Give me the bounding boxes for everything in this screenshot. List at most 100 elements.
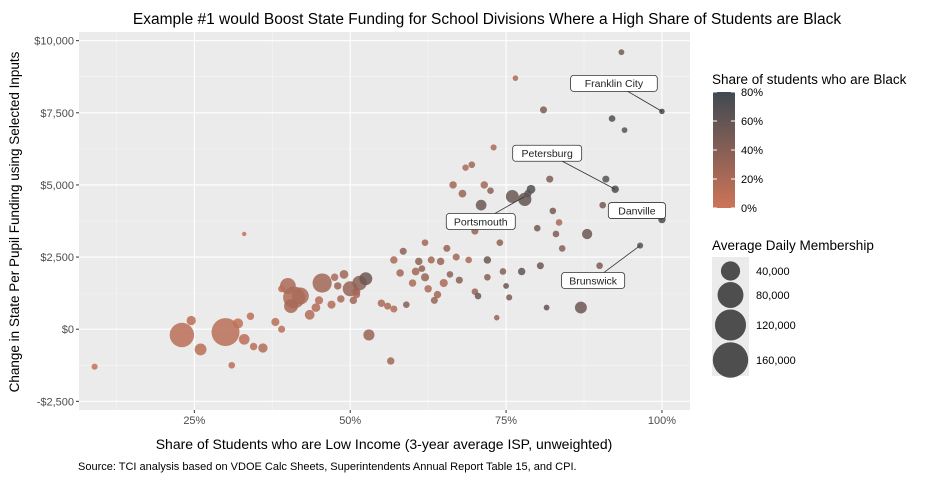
data-point xyxy=(455,276,463,284)
x-axis-ticks: 25% 50% 75% 100% xyxy=(183,410,676,427)
data-point xyxy=(420,273,430,282)
size-legend-label: 160,000 xyxy=(756,355,796,367)
data-point xyxy=(506,294,513,301)
color-legend-ticks: 0% 20% 40% 60% 80% xyxy=(713,87,763,215)
data-point xyxy=(242,231,247,237)
size-legend-label: 120,000 xyxy=(756,320,796,332)
point-label: Petersburg xyxy=(521,148,573,160)
chart-title: Example #1 would Boost State Funding for… xyxy=(133,11,841,28)
data-point xyxy=(512,75,519,81)
data-point xyxy=(334,282,342,290)
data-point xyxy=(415,257,423,266)
data-point xyxy=(271,317,280,327)
data-point xyxy=(484,273,491,281)
data-point xyxy=(596,262,603,270)
data-point xyxy=(505,190,519,203)
data-point xyxy=(599,201,607,209)
data-point xyxy=(503,283,509,289)
size-legend-label: 80,000 xyxy=(756,290,790,302)
data-point xyxy=(499,268,507,275)
data-point xyxy=(278,325,286,333)
size-legend-circle xyxy=(712,342,749,378)
data-point xyxy=(443,244,451,252)
data-point xyxy=(418,265,426,272)
data-point xyxy=(421,239,429,246)
color-legend-bar xyxy=(713,92,735,208)
data-point xyxy=(487,187,494,195)
color-legend-tick-label: 80% xyxy=(741,87,763,99)
data-point xyxy=(493,314,500,321)
color-legend: Share of students who are Black 0% 20% 40%… xyxy=(712,72,907,215)
size-legend-entries: 40,000 80,000 120,000 160,000 xyxy=(712,261,796,378)
data-point xyxy=(228,361,236,369)
data-point xyxy=(621,127,628,134)
data-point xyxy=(430,296,438,304)
data-point xyxy=(462,164,469,171)
data-point xyxy=(408,279,417,287)
data-point xyxy=(582,228,593,240)
data-point xyxy=(490,144,497,151)
label-box xyxy=(570,74,658,92)
x-tick-label: 75% xyxy=(495,415,517,427)
size-legend: Average Daily Membership 40,000 80,000 120… xyxy=(712,238,874,378)
color-legend-tick-label: 0% xyxy=(741,203,757,215)
size-legend-label: 40,000 xyxy=(756,266,790,278)
data-point xyxy=(543,304,550,311)
x-tick-label: 50% xyxy=(339,415,361,427)
data-point xyxy=(433,290,442,299)
color-legend-title: Share of students who are Black xyxy=(712,72,907,87)
data-point xyxy=(424,285,432,293)
x-tick-label: 100% xyxy=(648,415,676,427)
label-box xyxy=(561,272,626,289)
data-point xyxy=(533,224,541,232)
data-point xyxy=(91,363,98,370)
data-point xyxy=(483,256,492,264)
data-point xyxy=(314,296,324,305)
data-point xyxy=(549,207,557,215)
data-point xyxy=(474,292,482,300)
data-point xyxy=(608,115,616,122)
data-point xyxy=(359,272,373,286)
data-point xyxy=(475,199,487,211)
size-legend-title: Average Daily Membership xyxy=(712,238,874,253)
data-points xyxy=(91,49,666,370)
data-point xyxy=(390,305,398,313)
size-legend-circle xyxy=(717,282,744,308)
data-point xyxy=(312,273,332,293)
data-point xyxy=(458,189,467,198)
data-point xyxy=(574,301,587,314)
y-tick-label: $10,000 xyxy=(34,36,74,48)
data-point xyxy=(427,256,435,264)
data-point xyxy=(439,278,448,288)
size-legend-circle xyxy=(720,261,741,281)
data-point xyxy=(558,245,566,252)
point-label: Danville xyxy=(618,205,656,217)
y-tick-label: $7,500 xyxy=(40,108,74,120)
data-point xyxy=(468,161,476,169)
data-point xyxy=(387,357,395,365)
data-point xyxy=(169,322,195,348)
point-labels: Franklin City Petersburg Portsmouth Danvill… xyxy=(445,74,666,289)
data-point xyxy=(465,256,472,264)
data-point xyxy=(403,301,410,308)
data-point xyxy=(602,175,610,183)
chart-caption: Source: TCI analysis based on VDOE Calc … xyxy=(78,461,577,473)
data-point xyxy=(352,290,361,299)
data-point xyxy=(390,256,398,264)
data-point xyxy=(327,300,336,309)
y-axis-ticks: -$2,500 $0 $2,500 $5,000 $7,500 $10,000 xyxy=(34,36,79,408)
data-point xyxy=(377,299,386,307)
data-point xyxy=(304,309,315,320)
x-axis-label: Share of Students who are Low Income (3-… xyxy=(156,436,613,452)
data-point xyxy=(339,270,349,279)
label-box xyxy=(512,144,583,162)
data-point xyxy=(524,189,532,198)
data-point xyxy=(194,343,207,356)
data-point xyxy=(238,333,250,345)
data-point xyxy=(349,296,358,305)
data-point xyxy=(552,230,560,238)
data-point xyxy=(246,312,255,320)
y-tick-label: -$2,500 xyxy=(37,396,74,408)
data-point xyxy=(496,239,504,246)
